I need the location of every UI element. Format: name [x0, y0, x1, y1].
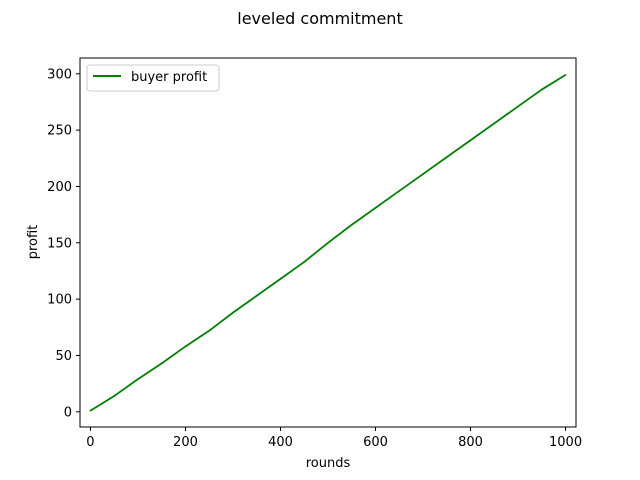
y-axis-label: profit — [26, 225, 41, 260]
x-tick-label: 0 — [86, 435, 94, 450]
y-tick-label: 150 — [47, 236, 72, 251]
data-point — [540, 88, 543, 91]
y-tick-label: 200 — [47, 180, 72, 195]
y-tick-label: 100 — [47, 293, 72, 308]
data-point — [232, 311, 234, 314]
chart-title: leveled commitment — [237, 9, 402, 28]
data-point — [113, 395, 116, 397]
y-tick-label: 0 — [64, 405, 72, 420]
x-tick-label: 1000 — [549, 435, 582, 450]
y-tick-label: 300 — [47, 67, 72, 82]
data-point — [517, 105, 519, 108]
x-tick-label: 200 — [173, 435, 198, 450]
y-tick-label: 50 — [55, 349, 72, 364]
data-point — [493, 122, 496, 125]
data-point — [89, 409, 92, 412]
x-tick-label: 400 — [268, 435, 293, 450]
data-point — [398, 190, 401, 192]
data-point — [445, 156, 448, 158]
data-point — [374, 207, 377, 209]
x-tick-label: 800 — [458, 435, 483, 450]
plot-area — [89, 74, 567, 412]
x-axis: 0 200 400 600 800 1000 — [86, 427, 582, 450]
x-tick-label: 600 — [363, 435, 388, 450]
data-point — [422, 173, 424, 175]
y-tick-label: 250 — [47, 124, 72, 139]
data-point — [184, 345, 187, 348]
data-point — [160, 362, 163, 365]
data-point — [255, 294, 258, 297]
data-point — [350, 223, 353, 226]
y-axis: 0 50 100 150 200 250 300 — [47, 67, 80, 420]
legend-label-buyer-profit: buyer profit — [131, 70, 207, 85]
x-axis-label: rounds — [306, 456, 351, 471]
data-point — [564, 74, 567, 76]
data-point — [137, 378, 139, 380]
data-point — [327, 241, 329, 244]
data-point — [208, 329, 211, 332]
data-point — [469, 139, 472, 142]
data-point — [303, 261, 306, 263]
data-point — [279, 278, 282, 280]
legend: buyer profit — [86, 64, 220, 92]
legend-box — [86, 64, 220, 92]
